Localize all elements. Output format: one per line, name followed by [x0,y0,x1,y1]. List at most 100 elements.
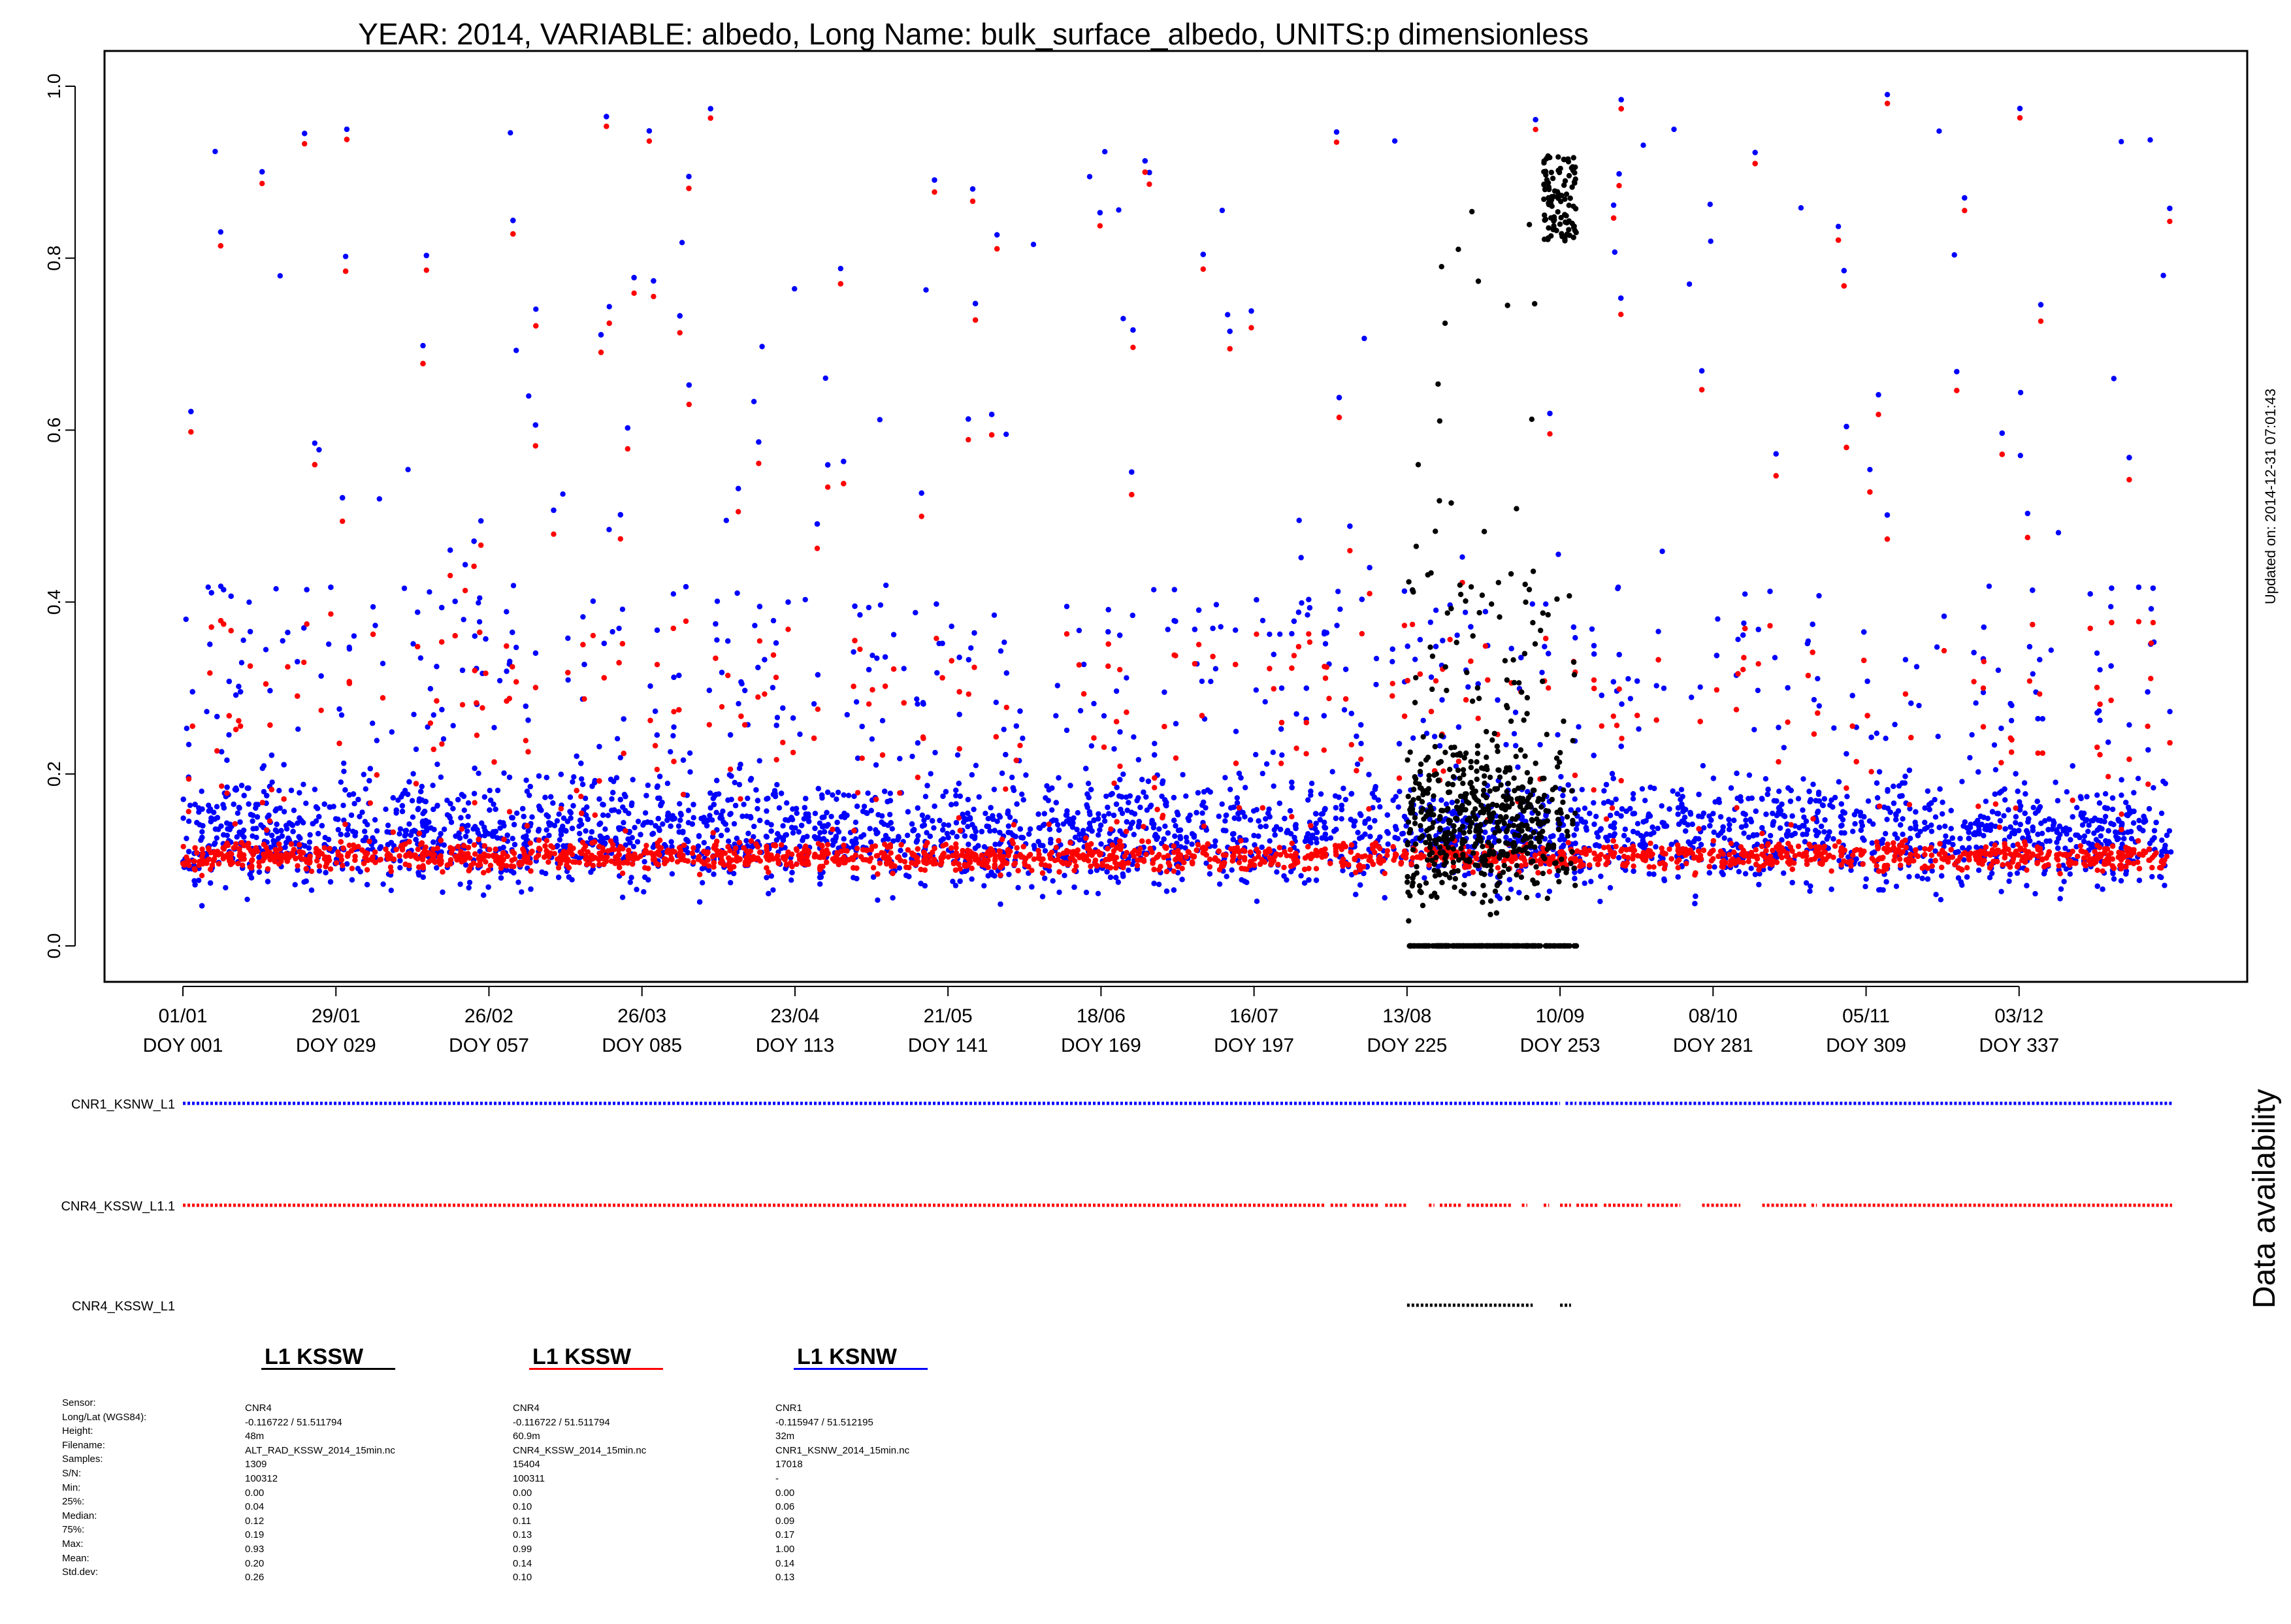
data-point [725,798,730,803]
data-point [1143,794,1148,800]
data-point [966,657,971,662]
data-point [799,822,804,828]
data-point [1108,875,1113,880]
data-point [1376,798,1381,803]
data-point [2018,453,2023,458]
data-point [678,811,683,816]
data-point [702,840,707,845]
data-point [816,786,821,791]
data-point [2006,807,2011,813]
data-point [1842,268,1847,273]
data-point [1386,841,1391,847]
data-point [544,812,549,817]
data-point [1676,874,1681,879]
data-point [811,701,817,706]
data-point [1056,890,1062,895]
data-point [2094,651,2100,656]
data-point [415,807,421,812]
data-point [885,799,890,804]
data-point [1574,826,1579,832]
data-point [1638,833,1644,838]
data-point [199,788,204,794]
data-point [1109,791,1114,796]
data-point [218,823,223,828]
data-point [385,822,391,828]
data-point [1254,687,1259,692]
data-point [2036,806,2041,811]
data-point [1116,879,1121,885]
data-point [869,736,875,741]
data-point [2023,791,2028,796]
data-point [265,879,270,884]
data-point [606,527,611,532]
data-point [813,811,818,816]
data-point [2126,455,2132,460]
data-point [1014,723,1019,728]
data-point [1351,823,1356,828]
data-point [566,874,572,879]
data-point [1263,824,1269,829]
data-point [233,692,238,698]
data-point [345,832,350,837]
data-point [2067,827,2072,832]
data-point [834,796,839,802]
data-point [1105,805,1110,810]
data-point [491,725,496,730]
data-point [620,607,625,612]
data-point [853,820,858,825]
data-point [514,811,519,816]
data-point [836,790,841,795]
data-point [1173,823,1178,828]
data-point [500,845,506,850]
data-point [1649,824,1655,830]
data-point [380,881,385,886]
data-point [1708,817,1714,822]
data-point [214,804,219,809]
data-point [1678,797,1683,802]
data-point [1908,700,1913,706]
data-point [1171,795,1177,800]
data-point [971,630,977,636]
data-point [606,813,611,818]
data-point [1318,817,1323,822]
data-point [419,784,425,789]
data-point [394,807,399,813]
data-point [2013,820,2018,825]
data-point [922,822,927,828]
data-point [897,756,902,761]
data-point [1429,674,1434,679]
data-point [1201,789,1207,794]
data-point [2131,820,2136,826]
data-point [2119,792,2124,798]
data-point [1817,703,1822,708]
data-point [466,885,472,890]
data-point [724,518,729,523]
data-point [1601,788,1606,793]
data-point [1465,684,1470,689]
data-point [301,782,306,787]
data-point [1915,832,1921,837]
data-point [2002,787,2007,792]
data-point [1830,836,1836,841]
data-point [244,897,250,902]
x-tick-label-date: 21/05 [924,1005,973,1027]
data-point [274,822,279,827]
data-point [1839,822,1844,828]
data-point [1659,804,1665,809]
data-point [1588,879,1593,884]
data-point [507,775,512,780]
data-point [1361,336,1367,341]
data-point [1308,788,1313,794]
data-point [349,877,355,883]
x-tick-label-date: 08/10 [1689,1005,1738,1027]
data-point [1432,734,1437,739]
data-point [2013,814,2019,819]
data-point [1571,625,1576,630]
data-point [536,773,542,779]
data-point [1891,784,1896,789]
data-point [478,518,483,523]
data-point [1933,892,1938,897]
data-point [351,633,357,638]
data-point [227,679,232,684]
data-point [715,598,720,604]
